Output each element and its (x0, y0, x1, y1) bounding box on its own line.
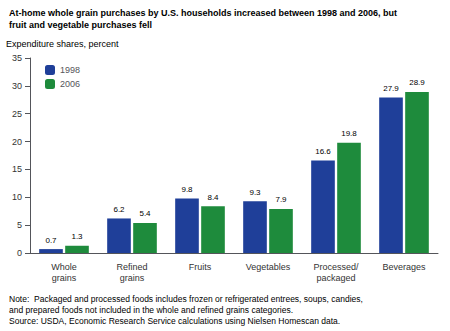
svg-text:Beverages: Beverages (382, 262, 426, 272)
svg-text:Whole: Whole (51, 262, 77, 272)
svg-text:28.9: 28.9 (409, 78, 425, 87)
svg-text:Refined: Refined (116, 262, 147, 272)
svg-text:9.3: 9.3 (249, 188, 261, 197)
svg-text:25: 25 (12, 109, 22, 119)
svg-text:2006: 2006 (60, 79, 80, 89)
svg-text:0: 0 (17, 248, 22, 258)
svg-text:20: 20 (12, 137, 22, 147)
svg-text:1.3: 1.3 (71, 232, 83, 241)
svg-text:9.8: 9.8 (181, 185, 193, 194)
svg-text:6.2: 6.2 (113, 205, 125, 214)
svg-text:15: 15 (12, 164, 22, 174)
svg-text:30: 30 (12, 81, 22, 91)
svg-text:grains: grains (52, 273, 77, 283)
svg-text:Vegetables: Vegetables (246, 262, 291, 272)
svg-text:grains: grains (120, 273, 145, 283)
svg-text:fruit and vegetable purchases: fruit and vegetable purchases fell (9, 20, 152, 30)
svg-text:Note: Packaged and processed: Note: Packaged and processed foods inclu… (9, 294, 363, 304)
svg-text:Fruits: Fruits (189, 262, 212, 272)
svg-text:7.9: 7.9 (275, 195, 287, 204)
svg-text:At-home whole grain purchases: At-home whole grain purchases by U.S. ho… (9, 8, 397, 18)
svg-text:and prepared foods not include: and prepared foods not included in the w… (9, 305, 293, 315)
svg-text:16.6: 16.6 (315, 147, 331, 156)
svg-text:packaged: packaged (316, 273, 355, 283)
svg-text:35: 35 (12, 53, 22, 63)
svg-text:1998: 1998 (60, 65, 80, 75)
svg-text:27.9: 27.9 (383, 84, 399, 93)
svg-text:5: 5 (17, 220, 22, 230)
svg-text:0.7: 0.7 (45, 236, 57, 245)
svg-text:Expenditure shares, percent: Expenditure shares, percent (6, 39, 119, 49)
svg-text:8.4: 8.4 (207, 193, 219, 202)
svg-text:Source: USDA, Economic Researc: Source: USDA, Economic Research Service … (9, 316, 340, 326)
svg-text:Processed/: Processed/ (313, 262, 359, 272)
svg-text:19.8: 19.8 (341, 129, 357, 138)
svg-text:10: 10 (12, 192, 22, 202)
svg-text:5.4: 5.4 (139, 209, 151, 218)
